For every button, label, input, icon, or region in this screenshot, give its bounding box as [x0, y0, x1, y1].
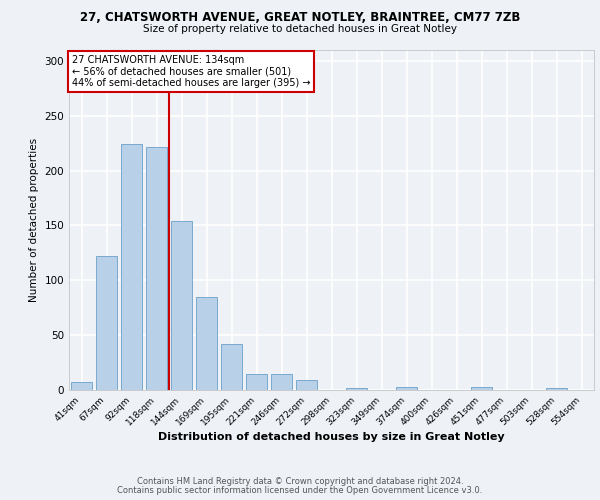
Bar [346, 388, 367, 390]
Text: Contains public sector information licensed under the Open Government Licence v3: Contains public sector information licen… [118, 486, 482, 495]
Bar [396, 386, 417, 390]
Text: 27 CHATSWORTH AVENUE: 134sqm
← 56% of detached houses are smaller (501)
44% of s: 27 CHATSWORTH AVENUE: 134sqm ← 56% of de… [71, 55, 310, 88]
Bar [146, 146, 167, 390]
Y-axis label: Number of detached properties: Number of detached properties [29, 138, 39, 302]
Bar [96, 256, 117, 390]
Text: 27, CHATSWORTH AVENUE, GREAT NOTLEY, BRAINTREE, CM77 7ZB: 27, CHATSWORTH AVENUE, GREAT NOTLEY, BRA… [80, 11, 520, 24]
Bar [221, 344, 242, 390]
Bar [546, 388, 567, 390]
Bar [71, 382, 92, 390]
Text: Size of property relative to detached houses in Great Notley: Size of property relative to detached ho… [143, 24, 457, 34]
Bar [171, 221, 192, 390]
Bar [246, 374, 267, 390]
Bar [296, 380, 317, 390]
Bar [471, 386, 492, 390]
Bar [121, 144, 142, 390]
Text: Distribution of detached houses by size in Great Notley: Distribution of detached houses by size … [158, 432, 505, 442]
Bar [271, 374, 292, 390]
Bar [196, 297, 217, 390]
Text: Contains HM Land Registry data © Crown copyright and database right 2024.: Contains HM Land Registry data © Crown c… [137, 477, 463, 486]
